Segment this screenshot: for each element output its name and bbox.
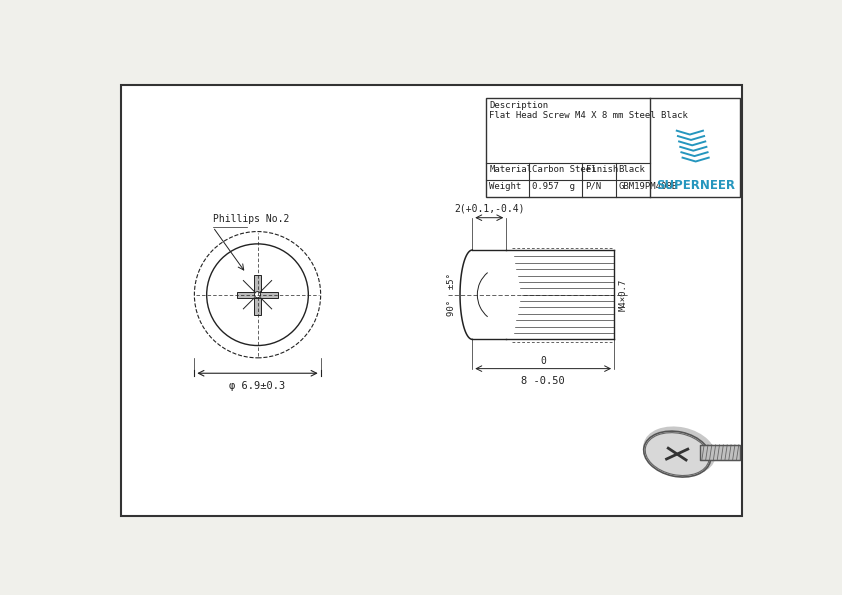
Text: Description: Description <box>489 101 548 111</box>
FancyBboxPatch shape <box>237 292 278 298</box>
Text: M4×0.7: M4×0.7 <box>619 278 627 311</box>
Text: P/N: P/N <box>585 181 602 190</box>
Text: φ 6.9±0.3: φ 6.9±0.3 <box>229 381 285 391</box>
Text: GBM19PM408B: GBM19PM408B <box>619 181 678 190</box>
Text: 8 -0.50: 8 -0.50 <box>521 376 565 386</box>
Ellipse shape <box>643 427 716 475</box>
Text: 0.957  g: 0.957 g <box>531 181 574 190</box>
Text: 2(+0.1,-0.4): 2(+0.1,-0.4) <box>454 204 525 214</box>
Ellipse shape <box>643 431 711 477</box>
Text: Material: Material <box>489 165 532 174</box>
Text: SUPERNEER: SUPERNEER <box>656 178 735 192</box>
Circle shape <box>206 244 308 346</box>
Circle shape <box>254 292 260 298</box>
Text: Flat Head Screw M4 X 8 mm Steel Black: Flat Head Screw M4 X 8 mm Steel Black <box>489 111 688 120</box>
Text: Phillips No.2: Phillips No.2 <box>213 214 289 224</box>
Text: Finish: Finish <box>585 165 618 174</box>
Text: Weight: Weight <box>489 181 521 190</box>
Bar <box>486 98 740 197</box>
FancyBboxPatch shape <box>701 445 740 461</box>
Text: Carbon Steel: Carbon Steel <box>531 165 596 174</box>
Text: 0: 0 <box>541 356 546 365</box>
Text: 90°  ±5°: 90° ±5° <box>447 273 456 316</box>
Text: Black: Black <box>619 165 646 174</box>
FancyBboxPatch shape <box>254 275 260 315</box>
